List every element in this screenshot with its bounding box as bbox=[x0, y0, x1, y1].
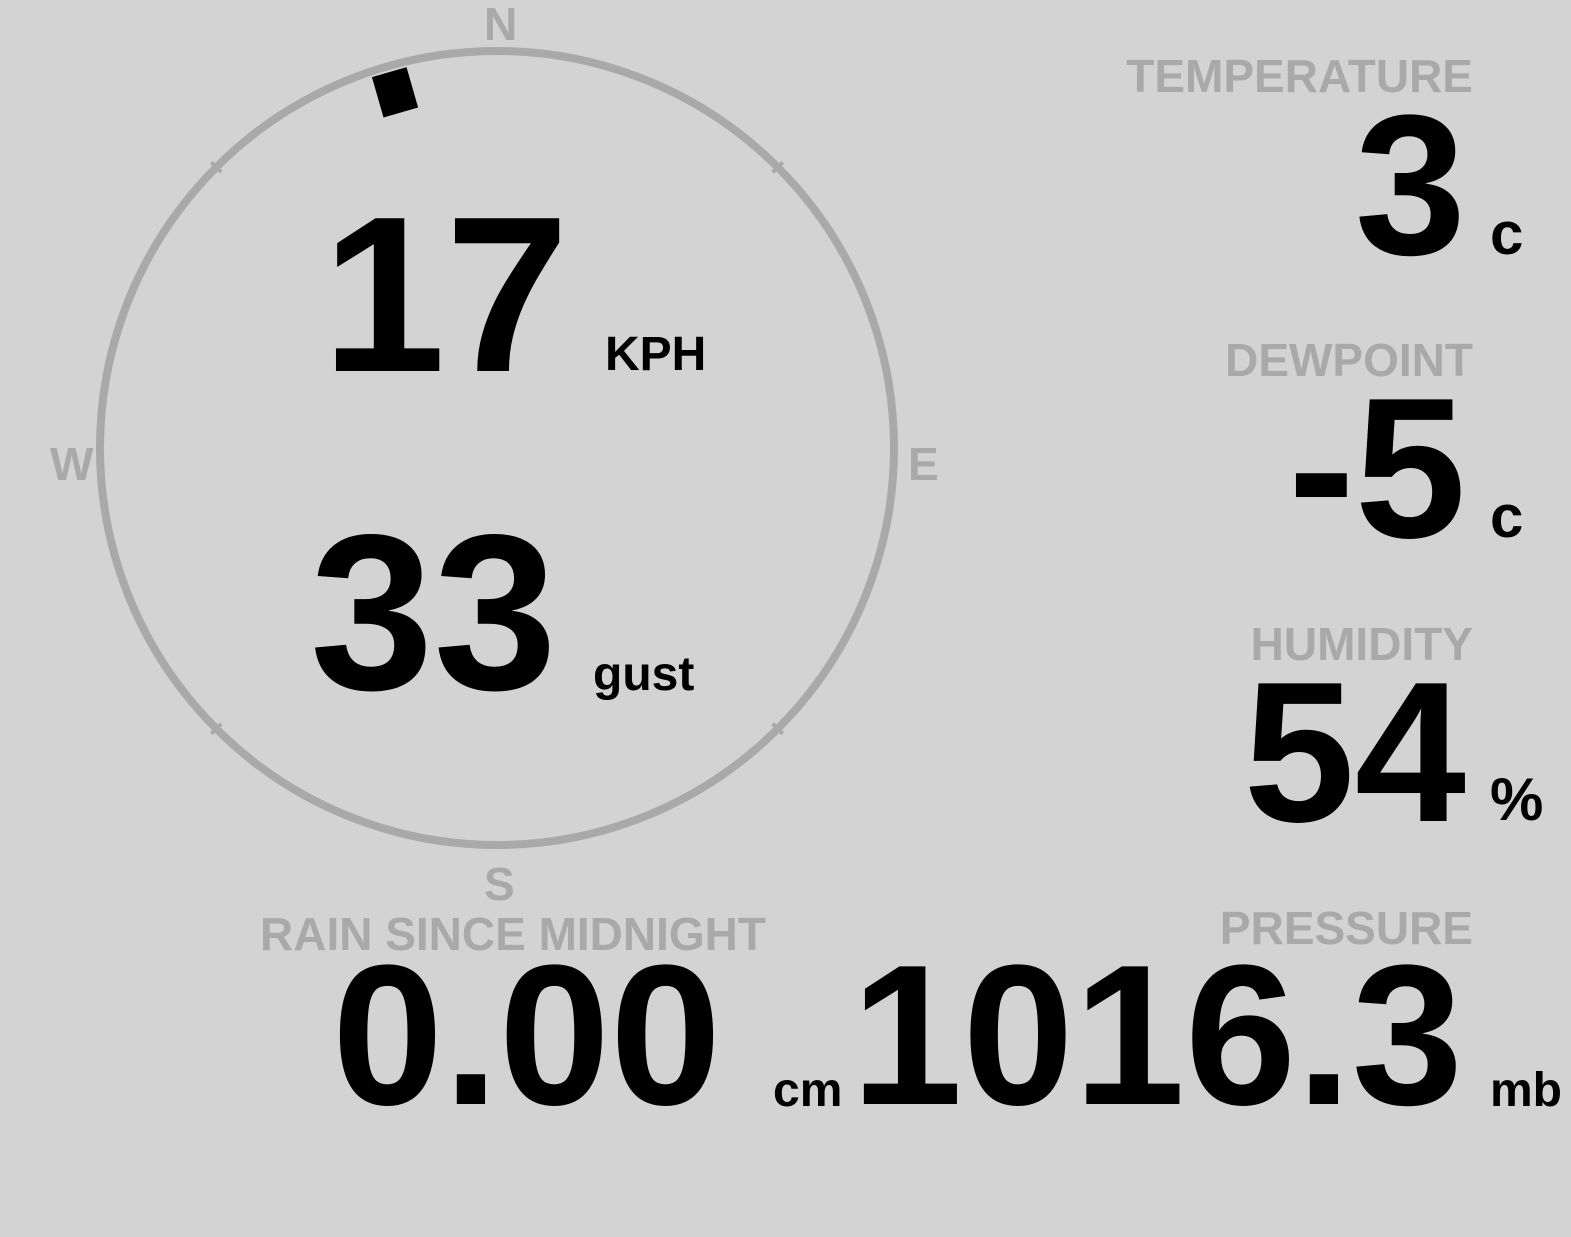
rain-value: 0.00 bbox=[332, 924, 722, 1147]
compass-tick bbox=[771, 160, 785, 174]
pressure-unit: mb bbox=[1490, 1064, 1562, 1117]
temperature-label: TEMPERATURE bbox=[1126, 50, 1473, 102]
pressure-value: 1016.3 bbox=[851, 924, 1463, 1147]
dewpoint-unit: c bbox=[1490, 483, 1524, 550]
wind-gust-value: 33 bbox=[310, 489, 557, 737]
humidity-value: 54 bbox=[1243, 641, 1466, 864]
compass-north: N bbox=[484, 0, 518, 50]
wind-speed-value: 17 bbox=[322, 171, 569, 419]
pressure-label: PRESSURE bbox=[1219, 902, 1473, 954]
humidity-label: HUMIDITY bbox=[1250, 618, 1473, 670]
compass-west: W bbox=[50, 438, 94, 490]
wind-speed-unit: KPH bbox=[605, 328, 707, 381]
wind-direction-marker bbox=[371, 67, 419, 118]
compass-tick bbox=[209, 722, 223, 736]
temperature-unit: c bbox=[1490, 200, 1524, 267]
rain-label: RAIN SINCE MIDNIGHT bbox=[260, 908, 766, 960]
dewpoint-label: DEWPOINT bbox=[1225, 334, 1473, 386]
compass-tick bbox=[209, 160, 223, 174]
compass-tick bbox=[771, 722, 785, 736]
humidity-unit: % bbox=[1490, 766, 1544, 833]
wind-gust-label: gust bbox=[593, 648, 695, 701]
temperature-value: 3 bbox=[1354, 74, 1466, 297]
rain-unit: cm bbox=[773, 1064, 843, 1117]
compass-east: E bbox=[908, 438, 939, 490]
dewpoint-value: -5 bbox=[1288, 357, 1466, 580]
compass-ring bbox=[96, 47, 898, 849]
compass-south: S bbox=[484, 858, 515, 910]
